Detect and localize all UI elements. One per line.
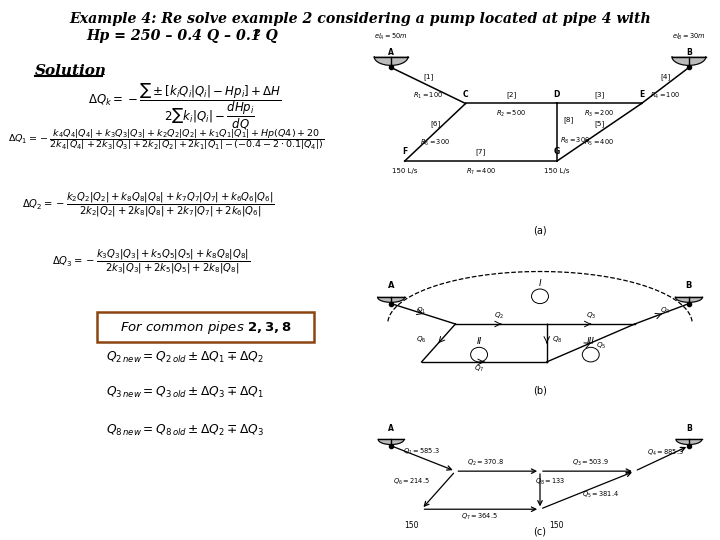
Text: $R_6=300$: $R_6=300$ xyxy=(420,138,450,149)
Text: $Q_3$: $Q_3$ xyxy=(585,311,596,321)
Text: [1]: [1] xyxy=(423,73,433,80)
Text: $Q_4$: $Q_4$ xyxy=(660,305,670,315)
Text: $R_2=500$: $R_2=500$ xyxy=(496,109,526,119)
Text: D: D xyxy=(554,90,560,99)
Text: B: B xyxy=(685,281,692,289)
Text: $Q_8$: $Q_8$ xyxy=(552,334,562,345)
Text: $R_7=400$: $R_7=400$ xyxy=(466,167,496,177)
Text: [4]: [4] xyxy=(660,73,670,80)
Text: III: III xyxy=(587,338,595,347)
Text: $R_3=200$: $R_3=200$ xyxy=(584,109,614,119)
Polygon shape xyxy=(378,440,404,444)
Text: A: A xyxy=(388,423,394,433)
Text: 150: 150 xyxy=(404,521,418,530)
Text: $Q_{8\,new} = Q_{8\,old} \pm \Delta Q_2 \mp \Delta Q_3$: $Q_{8\,new} = Q_{8\,old} \pm \Delta Q_2 … xyxy=(106,422,264,437)
Text: $Q_7$: $Q_7$ xyxy=(474,363,485,374)
Text: C: C xyxy=(463,90,469,99)
Polygon shape xyxy=(374,57,408,65)
Text: 150: 150 xyxy=(549,521,564,530)
Polygon shape xyxy=(675,297,703,302)
Polygon shape xyxy=(676,440,702,444)
Text: [7]: [7] xyxy=(476,148,486,156)
Text: $\Delta Q_2 = -\dfrac{k_2Q_2|Q_2|+k_8Q_8|Q_8|+k_7Q_7|Q_7|+k_6Q_6|Q_6|}{2k_2|Q_2|: $\Delta Q_2 = -\dfrac{k_2Q_2|Q_2|+k_8Q_8… xyxy=(22,191,275,219)
Text: (a): (a) xyxy=(534,225,546,235)
Text: $Q_6$: $Q_6$ xyxy=(416,334,427,345)
Text: $Q_5=381.4$: $Q_5=381.4$ xyxy=(582,490,619,500)
Text: Hp = 250 – 0.4 Q – 0.1 Q: Hp = 250 – 0.4 Q – 0.1 Q xyxy=(86,29,283,43)
Text: B: B xyxy=(686,48,692,57)
Text: $Q_{3\,new} = Q_{3\,old} \pm \Delta Q_3 \mp \Delta Q_1$: $Q_{3\,new} = Q_{3\,old} \pm \Delta Q_3 … xyxy=(106,384,264,400)
Text: $\mathit{For\ common\ pipes}\ \mathbf{2,3,8}$: $\mathit{For\ common\ pipes}\ \mathbf{2,… xyxy=(120,319,291,335)
Text: G: G xyxy=(554,147,560,157)
Text: E: E xyxy=(639,90,644,99)
Text: A: A xyxy=(388,48,394,57)
Text: $Q_5$: $Q_5$ xyxy=(595,340,606,350)
Text: F: F xyxy=(402,147,408,157)
Text: $Q_6=214.5$: $Q_6=214.5$ xyxy=(393,477,430,487)
Text: $\Delta Q_1 = -\dfrac{k_4Q_4|Q_4|+k_3Q_3|Q_3|+k_2Q_2|Q_2|+k_1Q_1|Q_1|+Hp(Q4)+20}: $\Delta Q_1 = -\dfrac{k_4Q_4|Q_4|+k_3Q_3… xyxy=(8,127,324,152)
Text: [5]: [5] xyxy=(594,120,604,126)
Text: $Q_7=364.5$: $Q_7=364.5$ xyxy=(461,512,498,522)
Text: $el_A=50m$: $el_A=50m$ xyxy=(374,31,408,42)
Text: $el_B=30m$: $el_B=30m$ xyxy=(672,31,706,42)
Text: $Q_8=133$: $Q_8=133$ xyxy=(535,477,565,487)
Text: [8]: [8] xyxy=(564,117,574,123)
Text: B: B xyxy=(686,423,692,433)
Text: $\Delta Q_3 = -\dfrac{k_3Q_3|Q_3|+k_5Q_5|Q_5|+k_8Q_8|Q_8|}{2k_3|Q_3|+2k_5|Q_5|+2: $\Delta Q_3 = -\dfrac{k_3Q_3|Q_3|+k_5Q_5… xyxy=(52,248,250,276)
FancyBboxPatch shape xyxy=(97,312,314,342)
Text: II: II xyxy=(477,338,482,347)
Text: Solution: Solution xyxy=(35,64,107,78)
Text: $Q_4=885.3$: $Q_4=885.3$ xyxy=(647,448,684,458)
Text: 150 L/s: 150 L/s xyxy=(392,168,418,174)
Text: $Q_1$: $Q_1$ xyxy=(416,305,427,315)
Text: [2]: [2] xyxy=(506,91,516,98)
Text: $R_5=400$: $R_5=400$ xyxy=(584,138,614,149)
Text: $R_1=100$: $R_1=100$ xyxy=(413,91,444,102)
Text: Example 4: Re solve example 2 considering a pump located at pipe 4 with: Example 4: Re solve example 2 considerin… xyxy=(69,12,651,26)
Text: $\Delta Q_k = -\dfrac{\sum \pm [k_i Q_i|Q_i| - Hp_i] + \Delta H}{2 \sum k_i|Q_i|: $\Delta Q_k = -\dfrac{\sum \pm [k_i Q_i|… xyxy=(88,82,282,132)
Text: $R_4=100$: $R_4=100$ xyxy=(650,91,680,102)
Text: 2: 2 xyxy=(253,29,260,38)
Text: (b): (b) xyxy=(533,386,547,396)
Text: $Q_2$: $Q_2$ xyxy=(494,311,505,321)
Text: [6]: [6] xyxy=(430,120,440,126)
Text: $R_8=300$: $R_8=300$ xyxy=(560,136,590,146)
Text: $Q_2=370.8$: $Q_2=370.8$ xyxy=(467,458,504,468)
Text: 150 L/s: 150 L/s xyxy=(544,168,570,174)
Polygon shape xyxy=(377,297,405,302)
Text: I: I xyxy=(539,279,541,288)
Polygon shape xyxy=(672,57,706,65)
Text: $Q_1=585.3$: $Q_1=585.3$ xyxy=(403,447,440,457)
Text: $Q_3=503.9$: $Q_3=503.9$ xyxy=(572,458,609,468)
Text: (c): (c) xyxy=(534,526,546,537)
Text: [3]: [3] xyxy=(594,91,604,98)
Text: $Q_{2\,new} = Q_{2\,old} \pm \Delta Q_1 \mp \Delta Q_2$: $Q_{2\,new} = Q_{2\,old} \pm \Delta Q_1 … xyxy=(106,349,264,364)
Text: A: A xyxy=(388,281,395,289)
